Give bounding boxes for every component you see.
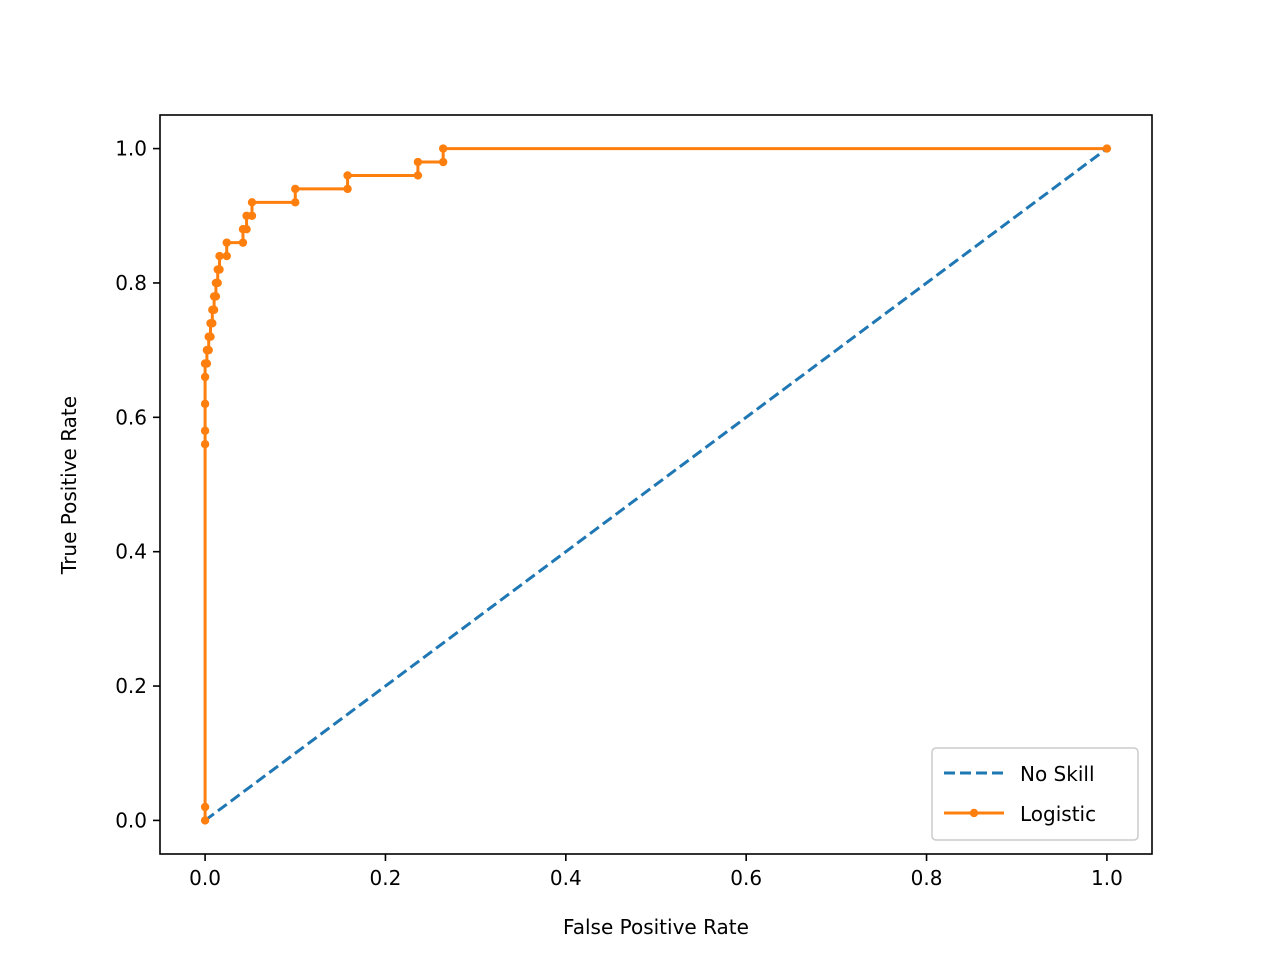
x-tick-label: 0.0 — [189, 866, 221, 890]
data-point-logistic — [247, 211, 257, 220]
x-tick-label: 1.0 — [1091, 866, 1123, 890]
data-point-logistic — [200, 399, 210, 409]
data-point-logistic — [208, 319, 217, 328]
data-point-logistic — [211, 292, 221, 301]
data-point-logistic — [291, 198, 300, 207]
y-tick-label: 0.2 — [115, 674, 147, 698]
data-point-logistic — [291, 184, 300, 194]
data-point-logistic — [438, 144, 448, 153]
data-point-logistic — [413, 171, 423, 180]
data-point-logistic — [238, 238, 248, 247]
series-line-no-skill — [204, 147, 1108, 822]
legend-box — [931, 747, 1139, 841]
y-axis: 0.0 0.2 0.4 0.6 0.8 1.0 — [115, 137, 160, 832]
data-point-logistic — [413, 157, 423, 167]
data-point-logistic — [209, 305, 219, 315]
legend-label-logistic: Logistic — [1020, 802, 1096, 826]
x-axis: 0.0 0.2 0.4 0.6 0.8 1.0 — [189, 854, 1123, 890]
y-tick-label: 0.8 — [115, 271, 147, 295]
y-tick-label: 0.6 — [115, 405, 147, 429]
data-point-logistic — [215, 265, 224, 274]
x-tick-label: 0.2 — [370, 866, 402, 890]
data-point-logistic — [343, 171, 352, 180]
x-tick-label: 0.8 — [911, 866, 943, 890]
data-point-logistic — [200, 802, 210, 812]
x-tick-label: 0.6 — [730, 866, 762, 890]
data-point-logistic — [204, 345, 213, 355]
y-tick-label: 0.0 — [115, 808, 147, 832]
data-point-logistic — [247, 198, 257, 207]
data-point-logistic — [200, 439, 210, 449]
data-point-logistic — [202, 359, 212, 368]
x-axis-label: False Positive Rate — [563, 915, 749, 939]
data-point-logistic — [438, 157, 448, 167]
legend: No Skill Logistic — [931, 747, 1139, 841]
data-point-logistic — [1102, 144, 1112, 153]
y-axis-label: True Positive Rate — [57, 396, 81, 575]
plot-frame — [159, 114, 1153, 855]
y-tick-label: 1.0 — [115, 137, 147, 161]
data-point-logistic — [206, 332, 215, 341]
data-point-logistic — [222, 251, 231, 261]
series-layer — [200, 144, 1112, 825]
data-point-logistic — [215, 251, 224, 261]
data-point-logistic — [242, 225, 251, 234]
legend-marker-logistic — [969, 808, 979, 818]
data-point-logistic — [200, 426, 210, 435]
data-point-logistic — [200, 372, 210, 382]
x-tick-label: 0.4 — [550, 866, 582, 890]
data-point-logistic — [200, 816, 210, 825]
data-point-logistic — [222, 238, 231, 247]
y-tick-label: 0.4 — [115, 540, 147, 564]
legend-label-no-skill: No Skill — [1020, 762, 1095, 786]
data-point-logistic — [343, 184, 352, 194]
data-point-logistic — [213, 278, 222, 288]
